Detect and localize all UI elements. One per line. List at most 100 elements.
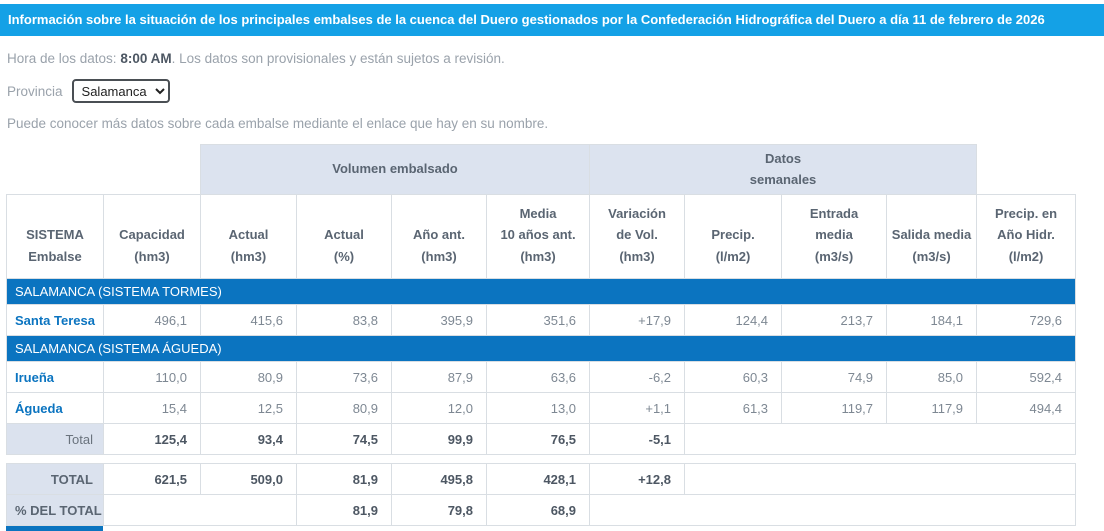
cell-precip: 61,3 bbox=[684, 392, 783, 424]
time-value: 8:00 AM bbox=[120, 51, 172, 66]
cell-variacion: +1,1 bbox=[589, 392, 686, 424]
col-header-sistema-embalse: SISTEMA Embalse bbox=[6, 194, 104, 279]
cell-precip: 60,3 bbox=[684, 361, 783, 393]
reservoir-name-cell: Irueña bbox=[6, 361, 104, 393]
table-gap bbox=[6, 455, 1075, 463]
subtotal-capacidad: 125,4 bbox=[103, 423, 201, 455]
cell-capacidad: 496,1 bbox=[103, 304, 201, 336]
pct-empty-left bbox=[103, 494, 297, 526]
cell-salida: 184,1 bbox=[886, 304, 978, 336]
table-row-iruena: Irueña 110,0 80,9 73,6 87,9 63,6 -6,2 60… bbox=[6, 361, 1077, 393]
subtotal-actual-pct: 74,5 bbox=[296, 423, 392, 455]
pct-total-label: % DEL TOTAL bbox=[6, 494, 104, 526]
cell-actual-hm3: 415,6 bbox=[200, 304, 297, 336]
col-header-actual-pct: Actual (%) bbox=[296, 194, 392, 279]
pct-ano-ant: 79,8 bbox=[391, 494, 487, 526]
pct-empty-right bbox=[589, 494, 1076, 526]
cell-media-10: 63,6 bbox=[485, 361, 591, 393]
pct-total-row: % DEL TOTAL 81,9 79,8 68,9 bbox=[6, 494, 1076, 526]
total-variacion: +12,8 bbox=[589, 463, 685, 495]
pct-actual: 81,9 bbox=[296, 494, 392, 526]
total-actual-pct: 81,9 bbox=[296, 463, 392, 495]
subtotal-ano-ant: 99,9 bbox=[391, 423, 487, 455]
group-spacer-right bbox=[976, 144, 1076, 195]
col-header-ano-ant: Año ant. (hm3) bbox=[391, 194, 487, 279]
total-empty-cells bbox=[684, 463, 1076, 495]
cell-actual-hm3: 80,9 bbox=[200, 361, 297, 393]
cell-salida: 117,9 bbox=[886, 392, 978, 424]
info-note: Puede conocer más datos sobre cada embal… bbox=[7, 116, 549, 131]
col-header-variacion: Variación de Vol. (hm3) bbox=[589, 194, 686, 279]
section-label-agueda: SALAMANCA (SISTEMA ÁGUEDA) bbox=[5, 335, 1077, 362]
group-header-volumen: Volumen embalsado bbox=[199, 144, 591, 195]
page-title: Información sobre la situación de los pr… bbox=[8, 12, 1045, 27]
cell-precip-hidr: 592,4 bbox=[976, 361, 1077, 393]
subtotal-media-10: 76,5 bbox=[485, 423, 591, 455]
group-header-row: Volumen embalsado Datos semanales bbox=[6, 144, 1076, 195]
col-header-actual-hm3: Actual (hm3) bbox=[200, 194, 297, 279]
time-label: Hora de los datos: bbox=[7, 51, 121, 66]
col-header-entrada: Entrada media (m3/s) bbox=[781, 194, 888, 279]
cell-capacidad: 110,0 bbox=[103, 361, 201, 393]
cell-actual-pct: 80,9 bbox=[296, 392, 392, 424]
column-header-row: SISTEMA Embalse Capacidad (hm3) Actual (… bbox=[6, 194, 1077, 279]
subtotal-variacion: -5,1 bbox=[589, 423, 686, 455]
total-actual-hm3: 509,0 bbox=[200, 463, 297, 495]
col-header-media-10: Media 10 años ant. (hm3) bbox=[485, 194, 591, 279]
reservoir-link-santa-teresa[interactable]: Santa Teresa bbox=[15, 312, 95, 328]
cell-variacion: +17,9 bbox=[589, 304, 686, 336]
cell-ano-ant: 12,0 bbox=[391, 392, 487, 424]
total-label: TOTAL bbox=[6, 463, 104, 495]
col-header-capacidad: Capacidad (hm3) bbox=[103, 194, 201, 279]
cell-precip-hidr: 729,6 bbox=[976, 304, 1077, 336]
section-label-tormes: SALAMANCA (SISTEMA TORMES) bbox=[5, 278, 1077, 305]
page-title-banner: Información sobre la situación de los pr… bbox=[0, 4, 1104, 36]
cell-capacidad: 15,4 bbox=[103, 392, 201, 424]
reservoir-name-cell: Santa Teresa bbox=[6, 304, 104, 336]
cell-entrada: 74,9 bbox=[781, 361, 888, 393]
cell-actual-pct: 73,6 bbox=[296, 361, 392, 393]
cell-precip: 124,4 bbox=[684, 304, 783, 336]
province-row: Provincia Salamanca bbox=[7, 79, 1104, 103]
cell-entrada: 119,7 bbox=[781, 392, 888, 424]
total-row: TOTAL 621,5 509,0 81,9 495,8 428,1 +12,8 bbox=[6, 463, 1076, 495]
cell-media-10: 13,0 bbox=[485, 392, 591, 424]
cell-media-10: 351,6 bbox=[485, 304, 591, 336]
total-capacidad: 621,5 bbox=[103, 463, 201, 495]
group-spacer-left bbox=[6, 144, 201, 195]
cell-actual-pct: 83,8 bbox=[296, 304, 392, 336]
province-label: Provincia bbox=[7, 83, 63, 99]
subtotal-row: Total 125,4 93,4 74,5 99,9 76,5 -5,1 bbox=[6, 423, 1077, 455]
cell-ano-ant: 395,9 bbox=[391, 304, 487, 336]
cell-salida: 85,0 bbox=[886, 361, 978, 393]
cell-entrada: 213,7 bbox=[781, 304, 888, 336]
time-suffix: . Los datos son provisionales y están su… bbox=[171, 51, 505, 66]
subtotal-actual-hm3: 93,4 bbox=[200, 423, 297, 455]
table-row-santa-teresa: Santa Teresa 496,1 415,6 83,8 395,9 351,… bbox=[6, 304, 1077, 336]
reservoir-link-agueda[interactable]: Águeda bbox=[15, 400, 63, 416]
section-row-agueda: SALAMANCA (SISTEMA ÁGUEDA) bbox=[5, 335, 1077, 362]
table-row-agueda: Águeda 15,4 12,5 80,9 12,0 13,0 +1,1 61,… bbox=[6, 392, 1077, 424]
pct-media-10: 68,9 bbox=[486, 494, 590, 526]
col-header-precip-hidr: Precip. en Año Hidr. (l/m2) bbox=[976, 194, 1077, 279]
reservoirs-table-wrap: Volumen embalsado Datos semanales SISTEM… bbox=[5, 144, 1077, 531]
subtotal-empty-cells bbox=[684, 423, 1077, 455]
province-select[interactable]: Salamanca bbox=[71, 79, 170, 103]
reservoir-name-cell: Águeda bbox=[6, 392, 104, 424]
cell-variacion: -6,2 bbox=[589, 361, 686, 393]
cell-precip-hidr: 494,4 bbox=[976, 392, 1077, 424]
data-time-line: Hora de los datos: 8:00 AM. Los datos so… bbox=[7, 51, 1104, 66]
col-header-salida: Salida media (m3/s) bbox=[886, 194, 978, 279]
reservoirs-table: Volumen embalsado Datos semanales SISTEM… bbox=[5, 144, 1077, 455]
group-header-semanales: Datos semanales bbox=[589, 144, 978, 195]
reservoir-link-iruena[interactable]: Irueña bbox=[15, 369, 55, 385]
col-header-precip: Precip. (l/m2) bbox=[684, 194, 783, 279]
subtotal-label: Total bbox=[6, 423, 104, 455]
totals-table: TOTAL 621,5 509,0 81,9 495,8 428,1 +12,8… bbox=[6, 463, 1076, 526]
cell-ano-ant: 87,9 bbox=[391, 361, 487, 393]
total-media-10: 428,1 bbox=[486, 463, 590, 495]
total-ano-ant: 495,8 bbox=[391, 463, 487, 495]
next-section-bar-cutoff bbox=[6, 526, 103, 531]
section-row-tormes: SALAMANCA (SISTEMA TORMES) bbox=[5, 278, 1077, 305]
cell-actual-hm3: 12,5 bbox=[200, 392, 297, 424]
